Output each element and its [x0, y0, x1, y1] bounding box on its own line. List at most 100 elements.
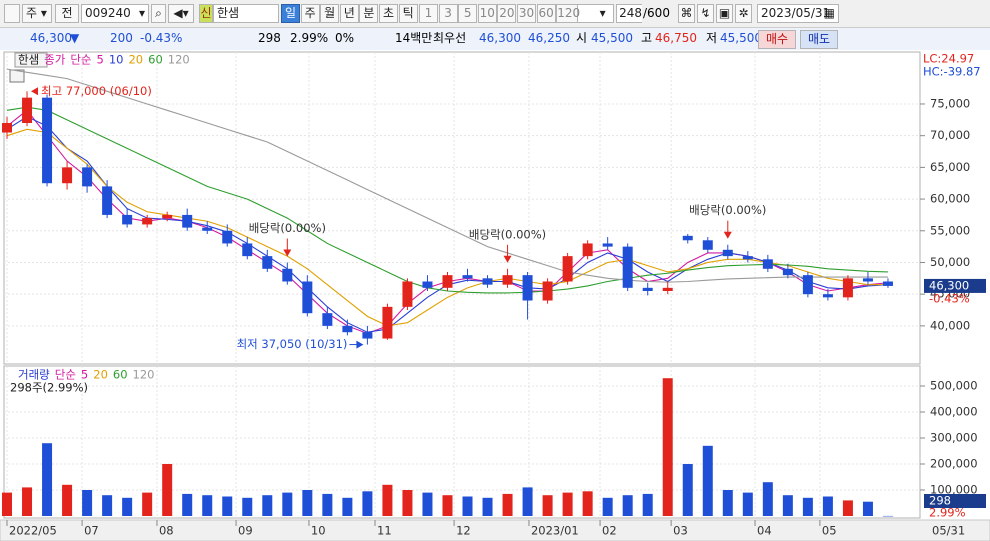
candle-body [662, 287, 673, 291]
interval-button[interactable]: 10 [477, 4, 497, 23]
search-icon[interactable]: ⌕ [151, 4, 166, 23]
candle-body [522, 275, 533, 301]
period-button[interactable]: 년 [339, 4, 359, 23]
period-button[interactable]: 분 [359, 4, 379, 23]
layout-icon[interactable] [4, 4, 20, 23]
x-tick-label: 10 [311, 524, 326, 538]
sell-button[interactable]: 매도 [800, 30, 838, 49]
blank-select[interactable]: ▾ [576, 4, 614, 23]
volume-bar [342, 497, 353, 516]
sound-icon[interactable]: ◀▾ [168, 4, 194, 23]
volume-bar [762, 482, 773, 516]
change-arrow: ▼ [70, 31, 80, 45]
volume-subtitle: 298주(2.99%) [10, 381, 88, 395]
candle-body [182, 214, 193, 228]
market-select[interactable]: 주 ▾ [22, 4, 52, 23]
candle-body [842, 278, 853, 298]
volume-bar [142, 492, 153, 516]
volume-bar [642, 493, 653, 516]
candle-body [62, 167, 73, 184]
x-tick-label: 07 [84, 524, 99, 538]
change: 200 [110, 31, 133, 45]
candle-body [282, 268, 293, 282]
volume-bar [502, 493, 513, 516]
candle-body [582, 243, 593, 257]
save-icon[interactable]: ▣ [716, 4, 733, 23]
price-box [924, 278, 986, 293]
volume-bar [322, 493, 333, 516]
y-tick-label: 75,000 [930, 96, 970, 110]
price-box-change: -0.43% [929, 291, 970, 305]
volume-bar [262, 495, 273, 516]
name-box [14, 52, 48, 68]
x-tick-label: 02 [602, 524, 617, 538]
candle-body [442, 275, 453, 288]
legend-entry: 60 [148, 53, 163, 67]
buy-button[interactable]: 매수 [758, 30, 796, 49]
legend-text: 종가 [44, 53, 66, 67]
volume-pct: 2.99% [290, 31, 329, 45]
lc-label: LC:24.97 [923, 52, 974, 66]
price: 46,300 [30, 31, 72, 45]
period-button[interactable]: 일 [281, 4, 300, 23]
x-tick-label: 03 [673, 524, 688, 538]
volume-bar [282, 492, 293, 516]
quote-bar: 46,300 ▼ 200 -0.43% 298 2.99% 0% 14백만 최우… [0, 28, 990, 51]
tool-icon[interactable]: ⌘ [678, 4, 695, 23]
candle-body [302, 281, 313, 314]
moving-average-line [6, 106, 888, 294]
prev-button[interactable]: 전 [55, 4, 79, 23]
annotation: 배당락(0.00%) [469, 227, 546, 241]
candle-body [882, 281, 893, 286]
code-input[interactable]: 009240 ▾ [81, 4, 149, 23]
interval-button[interactable]: 20 [497, 4, 517, 23]
y-tick-label: 500,000 [930, 379, 978, 393]
volume-bar [42, 443, 53, 516]
interval-button[interactable]: 5 [458, 4, 478, 23]
annotation-arrow [283, 249, 292, 257]
x-tick-label: 2023/01 [531, 524, 579, 538]
volume-box [924, 494, 986, 508]
volume-bar [622, 495, 633, 516]
candle-body [22, 97, 33, 124]
moving-average-line [6, 128, 888, 327]
interval-button[interactable]: 1 [419, 4, 438, 23]
candle-body [762, 259, 773, 269]
period-button[interactable]: 주 [300, 4, 320, 23]
candle-body [262, 256, 273, 269]
legend-entry: 10 [109, 53, 124, 67]
volume-panel [3, 365, 921, 519]
name-input[interactable]: 한샘 [213, 4, 279, 23]
market-text: 주 [26, 6, 38, 20]
legend-entry: 20 [93, 368, 108, 382]
x-tick-label: 11 [377, 524, 392, 538]
period-button[interactable]: 틱 [398, 4, 418, 23]
legend-entry: 20 [128, 53, 143, 67]
settings-icon[interactable]: ✲ [735, 4, 752, 23]
candle-body [202, 227, 213, 231]
annotation-arrow [723, 231, 732, 239]
count-input[interactable]: 248 [616, 4, 642, 23]
name-badge: 신 [199, 4, 213, 23]
candle-body [502, 275, 513, 285]
volume-bar [742, 492, 753, 516]
chart-background [0, 50, 990, 541]
legend-entry: 120 [133, 368, 155, 382]
period-button[interactable]: 월 [320, 4, 340, 23]
period-button[interactable]: 초 [379, 4, 398, 23]
interval-button[interactable]: 3 [438, 4, 458, 23]
interval-button[interactable]: 60 [536, 4, 556, 23]
table-icon[interactable] [9, 69, 25, 83]
dropdown-arrow: ▾ [138, 6, 145, 20]
tool-icon[interactable]: ↯ [697, 4, 714, 23]
bid: 46,250 [528, 31, 570, 45]
volume: 298 [258, 31, 281, 45]
code-text: 009240 [85, 6, 131, 20]
date-input[interactable]: 2023/05/31 ▦ [757, 4, 839, 23]
y-tick-label: 50,000 [930, 255, 970, 269]
x-end-label: 05/31 [932, 524, 965, 538]
volume-bar [402, 490, 413, 516]
interval-button[interactable]: 30 [517, 4, 536, 23]
candle-body [42, 97, 53, 184]
interval-button[interactable]: 120 [556, 4, 580, 23]
